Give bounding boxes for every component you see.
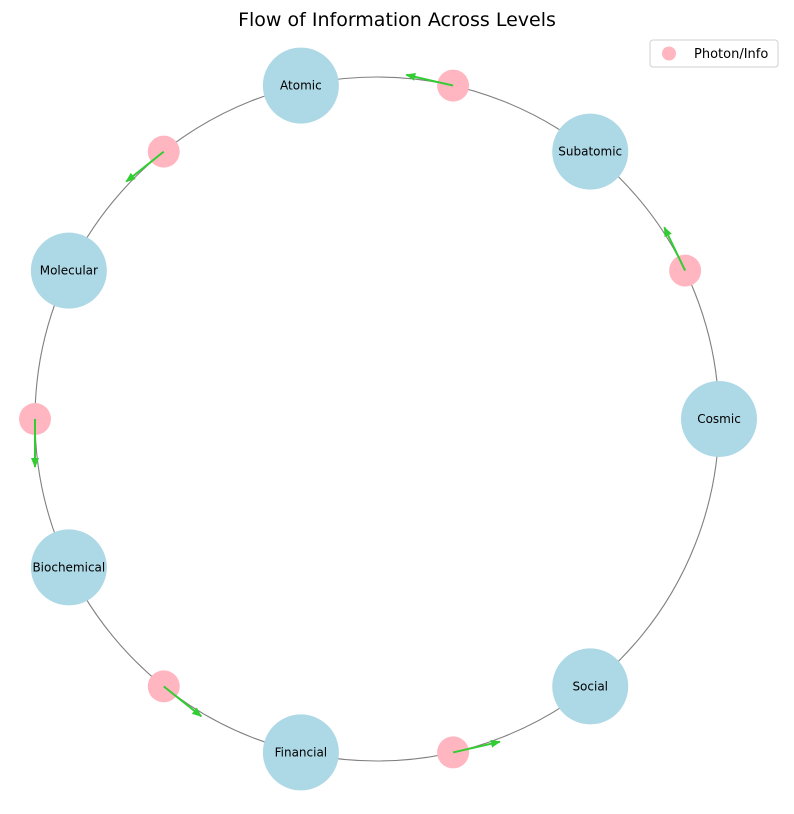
- node-molecular: Molecular: [30, 232, 107, 309]
- arrow-layer: [31, 72, 687, 754]
- node-financial-circle: [262, 714, 339, 791]
- legend-label: Photon/Info: [694, 47, 768, 62]
- node-atomic: Atomic: [262, 47, 339, 124]
- node-cosmic-label: Cosmic: [697, 412, 741, 426]
- ring-layer: [34, 76, 720, 762]
- node-molecular-label: Molecular: [40, 264, 98, 278]
- diagram-title: Flow of Information Across Levels: [238, 9, 556, 31]
- legend-frame: [649, 39, 779, 68]
- node-biochemical-circle: [30, 529, 107, 606]
- orbit-ring: [34, 76, 720, 762]
- flow-arrow-subatomic-to-atomic: [405, 72, 454, 87]
- node-atomic-circle: [262, 47, 339, 124]
- flow-arrow-atomic-to-molecular: [125, 150, 165, 183]
- node-social-label: Social: [572, 679, 608, 693]
- flow-arrow-cosmic-to-subatomic: [663, 226, 687, 272]
- flow-arrow-financial-to-social: [452, 739, 501, 754]
- node-subatomic-circle: [552, 113, 629, 190]
- node-social-circle: [552, 648, 629, 725]
- node-financial-label: Financial: [275, 745, 328, 759]
- node-layer: Cosmic Subatomic Atomic Molecular Biochemica…: [30, 47, 757, 791]
- node-molecular-circle: [30, 232, 107, 309]
- legend-photon-marker: [662, 46, 676, 61]
- node-biochemical: Biochemical: [30, 529, 107, 606]
- node-subatomic-label: Subatomic: [558, 145, 622, 159]
- legend: Photon/Info: [649, 39, 779, 68]
- node-financial: Financial: [262, 714, 339, 791]
- node-cosmic-circle: [681, 381, 757, 457]
- node-cosmic: Cosmic: [681, 381, 757, 457]
- node-subatomic: Subatomic: [552, 113, 629, 190]
- node-biochemical-label: Biochemical: [32, 560, 105, 574]
- flow-arrow-biochemical-to-financial: [163, 685, 203, 718]
- node-atomic-label: Atomic: [280, 79, 322, 93]
- node-social: Social: [552, 648, 629, 725]
